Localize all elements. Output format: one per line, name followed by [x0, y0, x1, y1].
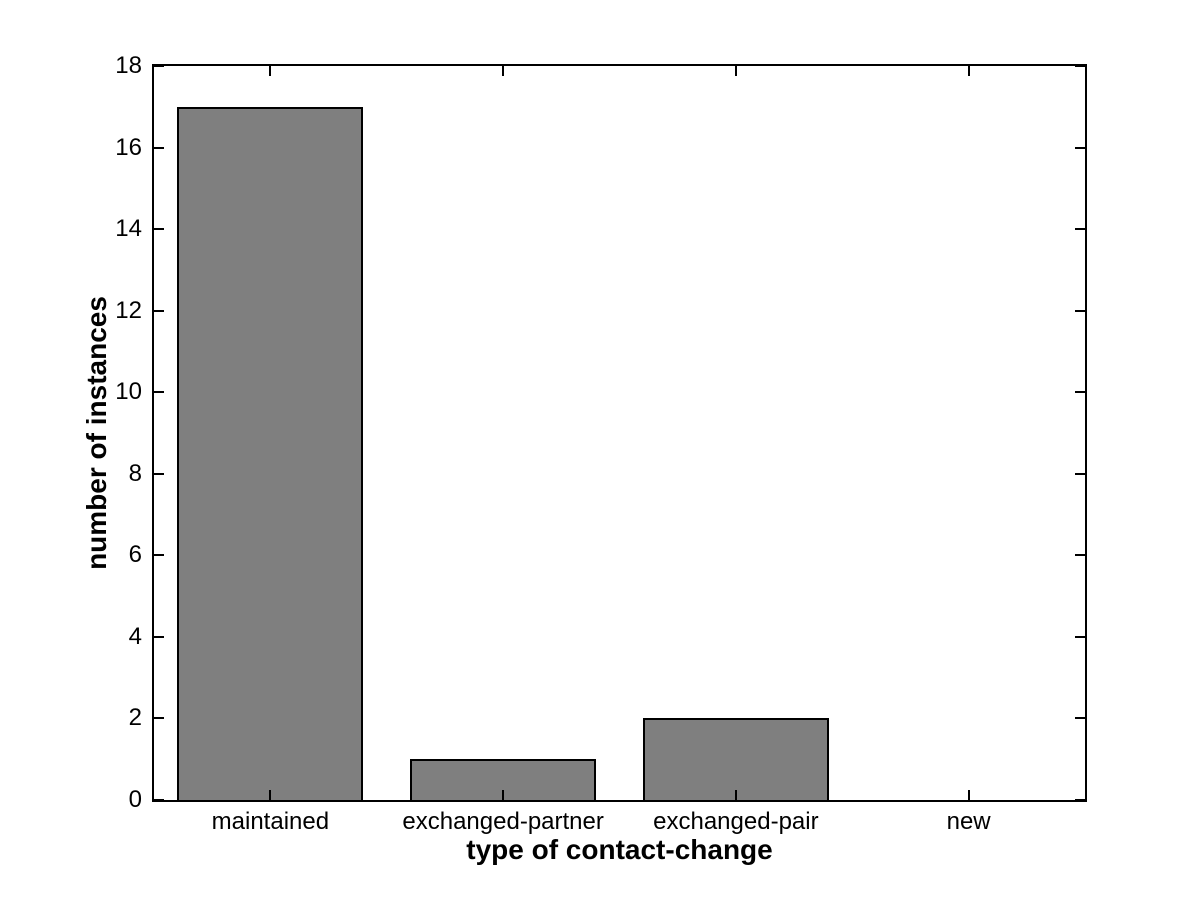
bar-maintained	[177, 106, 364, 800]
x-tick-mark	[269, 790, 272, 800]
y-tick-label: 0	[128, 786, 142, 813]
y-tick-mark	[154, 228, 164, 231]
bar-exchanged-pair	[642, 718, 829, 800]
y-tick-mark	[1075, 554, 1085, 557]
y-tick-mark	[154, 554, 164, 557]
x-tick-label: new	[946, 808, 991, 835]
y-tick-mark	[154, 391, 164, 394]
x-tick-mark	[502, 66, 505, 76]
y-tick-label: 4	[128, 622, 142, 650]
y-tick-mark	[1075, 472, 1085, 475]
y-axis-label: number of instances	[81, 296, 112, 570]
y-tick-mark	[1075, 635, 1085, 638]
y-tick-mark	[154, 65, 164, 67]
y-tick-mark	[1075, 65, 1085, 67]
x-tick-mark	[734, 790, 737, 800]
y-tick-mark	[1075, 146, 1085, 149]
x-tick-label: maintained	[211, 808, 330, 835]
y-tick-label: 8	[128, 459, 142, 487]
x-tick-mark	[502, 790, 505, 800]
x-tick-mark	[967, 66, 970, 76]
y-tick-label: 18	[115, 52, 142, 79]
y-tick-mark	[154, 799, 164, 801]
y-tick-mark	[1075, 391, 1085, 394]
y-tick-label: 10	[115, 378, 142, 406]
y-tick-label: 6	[128, 541, 142, 569]
plot-area	[152, 64, 1087, 802]
y-tick-label: 12	[115, 296, 142, 324]
x-tick-mark	[269, 66, 272, 76]
y-tick-mark	[154, 309, 164, 312]
x-tick-mark	[734, 66, 737, 76]
y-tick-mark	[1075, 228, 1085, 231]
y-tick-mark	[154, 635, 164, 638]
y-tick-mark	[154, 717, 164, 720]
x-axis-label: type of contact-change	[466, 834, 773, 865]
y-tick-label: 2	[128, 704, 142, 732]
y-tick-label: 16	[115, 133, 142, 161]
y-tick-mark	[1075, 717, 1085, 720]
x-tick-label: exchanged-pair	[653, 808, 819, 835]
y-tick-mark	[1075, 799, 1085, 801]
x-tick-label: exchanged-partner	[402, 808, 604, 835]
x-tick-mark	[967, 790, 970, 800]
y-tick-mark	[154, 472, 164, 475]
y-tick-mark	[154, 146, 164, 149]
y-tick-label: 14	[115, 215, 142, 243]
y-tick-mark	[1075, 309, 1085, 312]
